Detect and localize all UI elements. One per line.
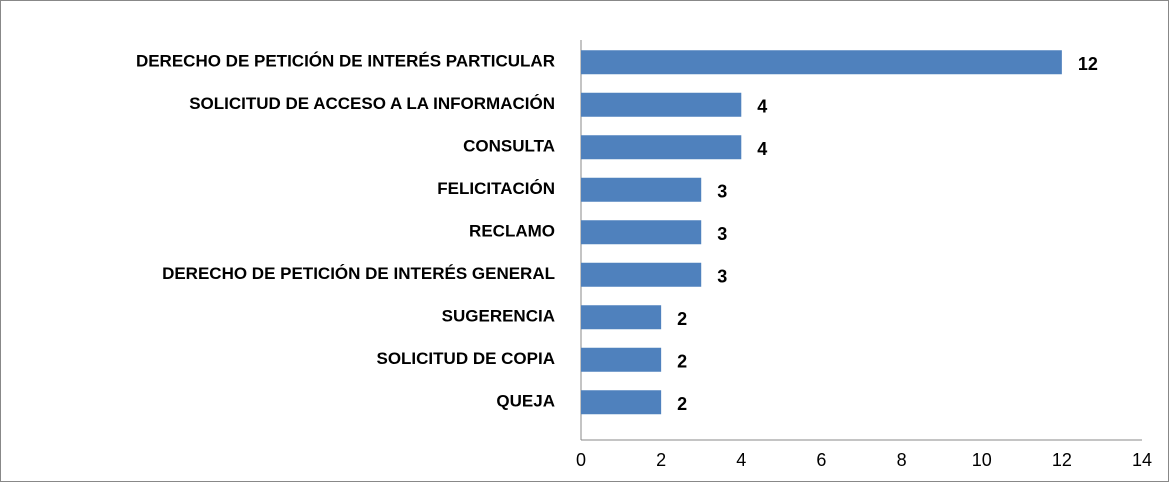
bar — [581, 220, 702, 245]
bar — [581, 177, 702, 202]
y-tick-label: CONSULTA — [463, 137, 555, 156]
data-label: 2 — [677, 394, 687, 414]
data-label: 12 — [1078, 54, 1098, 74]
y-tick-label: QUEJA — [496, 392, 555, 411]
data-label: 2 — [677, 352, 687, 372]
x-tick-label: 6 — [816, 450, 826, 470]
x-tick-label: 12 — [1052, 450, 1072, 470]
data-label: 3 — [717, 182, 727, 202]
x-tick-label: 14 — [1132, 450, 1152, 470]
bar — [581, 262, 702, 287]
bar — [581, 347, 662, 372]
bar — [581, 390, 662, 415]
y-tick-label: FELICITACIÓN — [437, 179, 555, 198]
y-tick-label: SUGERENCIA — [442, 307, 555, 326]
data-label: 3 — [717, 267, 727, 287]
x-tick-label: 0 — [576, 450, 586, 470]
bar — [581, 135, 742, 160]
data-label: 4 — [757, 139, 767, 159]
x-tick-label: 2 — [656, 450, 666, 470]
bar — [581, 50, 1062, 75]
y-tick-label: SOLICITUD DE ACCESO A LA INFORMACIÓN — [189, 94, 555, 113]
x-tick-label: 10 — [972, 450, 992, 470]
x-tick-label: 4 — [736, 450, 746, 470]
y-tick-label: DERECHO DE PETICIÓN DE INTERÉS PARTICULA… — [136, 52, 555, 71]
x-tick-label: 8 — [897, 450, 907, 470]
data-label: 2 — [677, 309, 687, 329]
data-label: 4 — [757, 97, 767, 117]
data-label: 3 — [717, 224, 727, 244]
y-tick-label: SOLICITUD DE COPIA — [376, 349, 555, 368]
bar — [581, 305, 662, 330]
bar — [581, 92, 742, 117]
y-tick-label: DERECHO DE PETICIÓN DE INTERÉS GENERAL — [162, 264, 555, 283]
y-tick-label: RECLAMO — [469, 222, 555, 241]
